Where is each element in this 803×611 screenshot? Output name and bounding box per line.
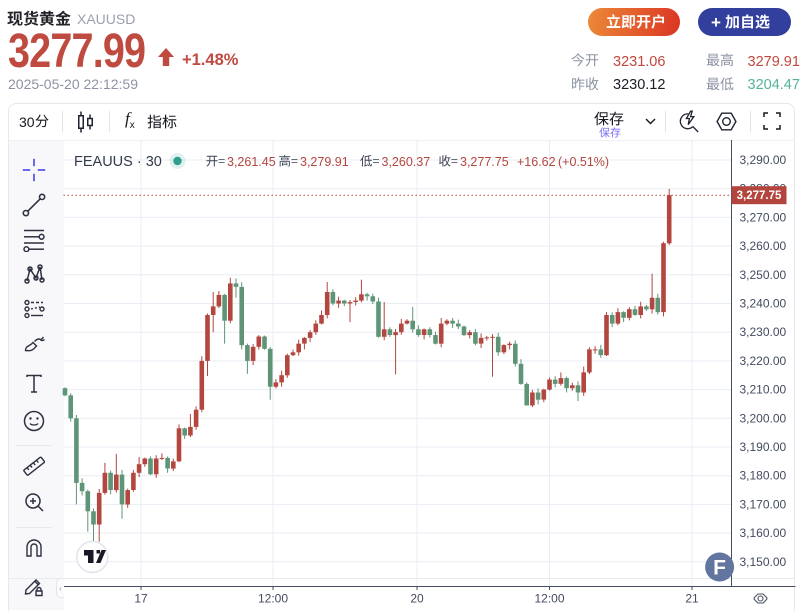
svg-text:3,190.00: 3,190.00 (740, 440, 787, 454)
svg-text:3,270.00: 3,270.00 (740, 210, 787, 224)
svg-text:3,230.00: 3,230.00 (740, 325, 787, 339)
svg-text:12:00: 12:00 (534, 592, 564, 606)
svg-text:3,279.91: 3,279.91 (300, 155, 349, 169)
svg-text:+16.62: +16.62 (517, 155, 556, 169)
svg-text:3,260.00: 3,260.00 (740, 239, 787, 253)
svg-text:3,160.00: 3,160.00 (740, 526, 787, 540)
svg-text:3,290.00: 3,290.00 (740, 153, 787, 167)
svg-text:3,261.45: 3,261.45 (227, 155, 276, 169)
svg-text:12:00: 12:00 (258, 592, 288, 606)
svg-text:3,277.75: 3,277.75 (460, 155, 509, 169)
svg-text:3,200.00: 3,200.00 (740, 411, 787, 425)
svg-text:3,150.00: 3,150.00 (740, 555, 787, 569)
svg-text:FEAUUS · 30: FEAUUS · 30 (74, 154, 162, 170)
svg-text:3,180.00: 3,180.00 (740, 469, 787, 483)
svg-text:3,170.00: 3,170.00 (740, 497, 787, 511)
svg-text:F: F (713, 557, 726, 580)
svg-text:3,250.00: 3,250.00 (740, 268, 787, 282)
svg-text:3,220.00: 3,220.00 (740, 354, 787, 368)
svg-text:3,277.75: 3,277.75 (737, 190, 782, 202)
svg-text:(+0.51%): (+0.51%) (558, 155, 609, 169)
svg-text:3,240.00: 3,240.00 (740, 297, 787, 311)
svg-text:17: 17 (134, 592, 148, 606)
svg-text:3,260.37: 3,260.37 (382, 155, 431, 169)
svg-text:3,210.00: 3,210.00 (740, 383, 787, 397)
svg-text:20: 20 (410, 592, 424, 606)
svg-text:21: 21 (685, 592, 699, 606)
